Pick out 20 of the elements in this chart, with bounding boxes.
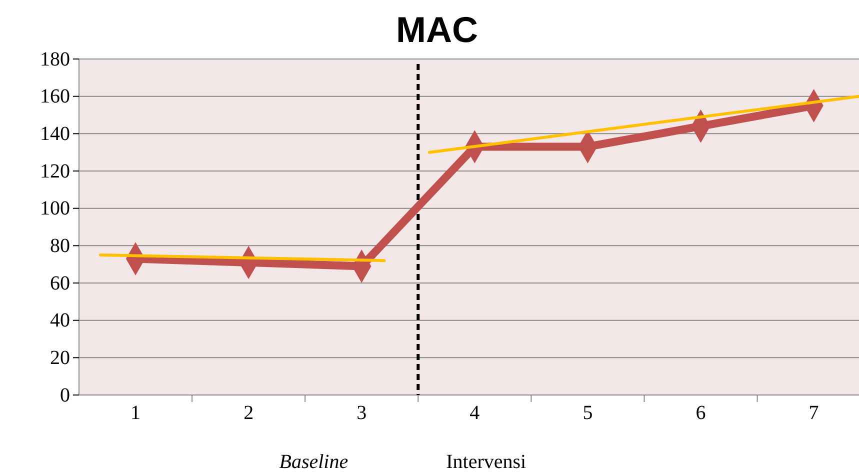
y-tick-label: 80	[50, 235, 70, 258]
chart-title: MAC	[396, 9, 478, 50]
y-tick-label: 180	[40, 48, 70, 70]
x-tick-label: 6	[696, 402, 706, 424]
y-tick-label: 120	[40, 160, 70, 182]
x-tick-label: 7	[808, 402, 819, 424]
y-tick-label: 140	[40, 123, 70, 146]
x-tick-label: 4	[470, 402, 480, 424]
x-tick-label: 1	[130, 402, 141, 424]
y-tick-label: 20	[50, 347, 70, 370]
x-tick-label: 2	[244, 402, 254, 424]
text: Intervensi	[446, 451, 527, 473]
x-tick-label: 3	[356, 402, 367, 424]
y-tick-label: 100	[40, 198, 70, 220]
text: Baseline	[279, 451, 348, 473]
y-tick-label: 160	[40, 86, 70, 108]
y-tick-label: 40	[50, 310, 70, 332]
y-tick-label: 60	[50, 272, 70, 294]
y-tick-label: 0	[60, 384, 70, 406]
x-tick-label: 5	[582, 402, 593, 424]
